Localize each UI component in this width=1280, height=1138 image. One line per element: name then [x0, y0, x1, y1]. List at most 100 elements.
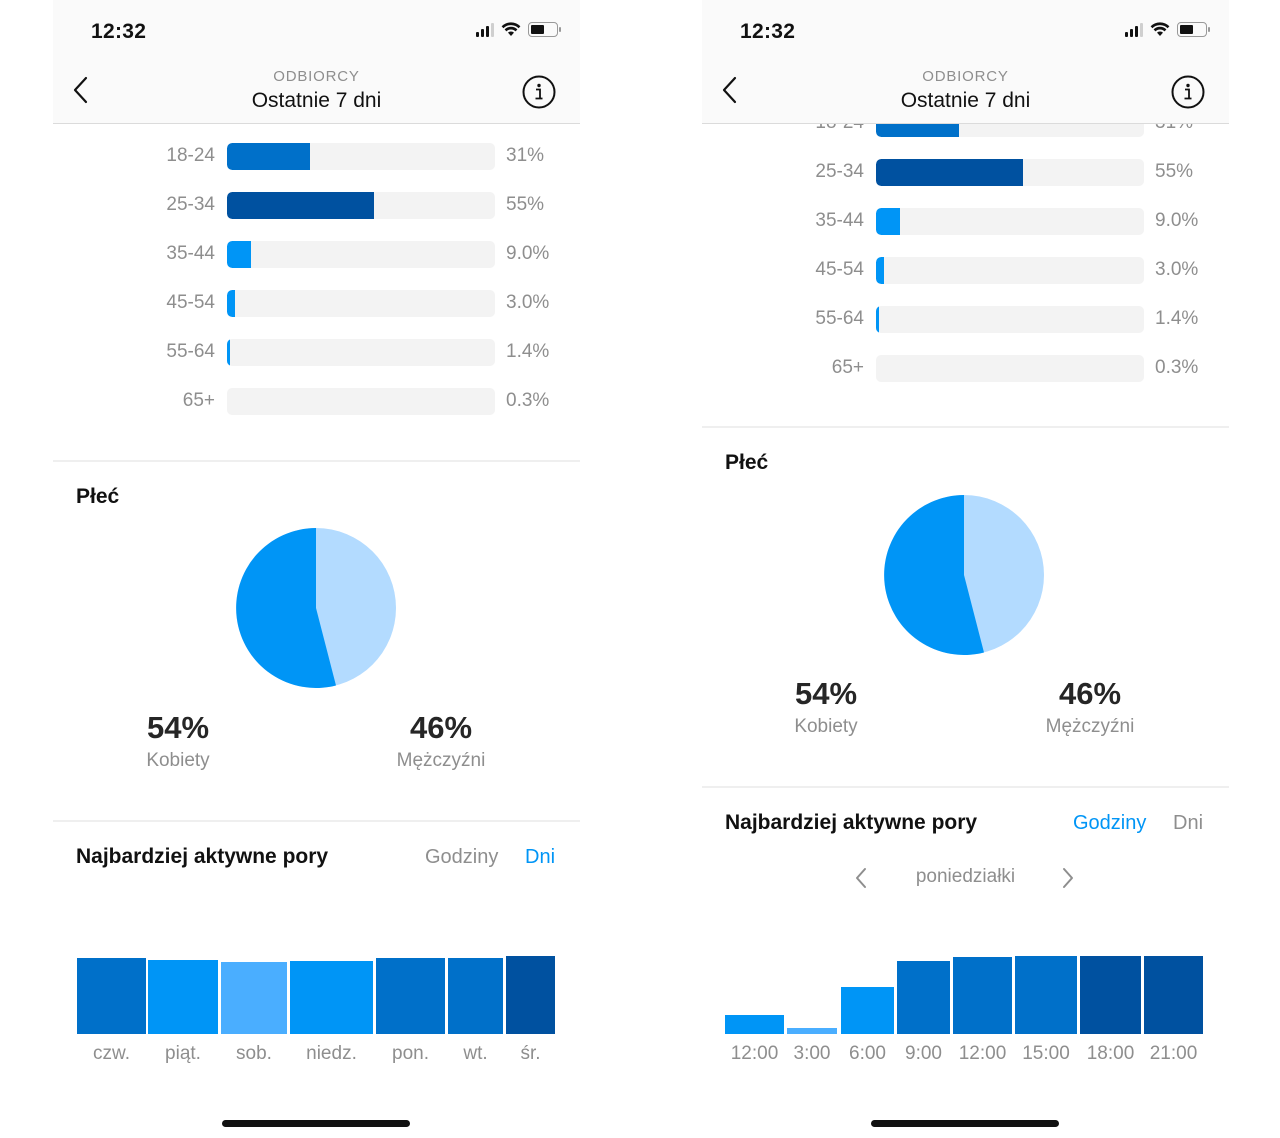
bar-label: piąt. — [165, 1043, 201, 1064]
chart-bar — [77, 958, 146, 1034]
chart-bar — [1080, 956, 1141, 1034]
chart-bar — [506, 956, 555, 1034]
bar-label: 12:00 — [730, 1043, 779, 1064]
age-bar-track — [227, 241, 495, 268]
men-label: Mężczyźni — [396, 750, 486, 771]
age-percent: 55% — [506, 194, 545, 215]
bar-label: niedz. — [306, 1043, 357, 1064]
gender-pie-chart — [884, 495, 1044, 655]
wifi-icon — [501, 22, 521, 36]
chart-bar — [841, 987, 894, 1034]
chevron-left-icon[interactable] — [852, 865, 870, 891]
age-label: 45-54 — [815, 259, 864, 280]
bar-label: 12:00 — [958, 1043, 1007, 1064]
tab-hours[interactable]: Godziny — [425, 846, 499, 868]
age-row: 25-34 55% — [53, 192, 580, 220]
bar-label: czw. — [93, 1043, 130, 1064]
age-bar-track — [227, 339, 495, 366]
men-percent: 46% — [1058, 676, 1122, 711]
age-row: 65+ 0.3% — [53, 388, 580, 416]
chart-bar — [1144, 956, 1203, 1034]
chevron-right-icon[interactable] — [1059, 865, 1077, 891]
women-label: Kobiety — [146, 750, 210, 771]
bar-label: śr. — [520, 1043, 541, 1064]
section-divider — [53, 820, 580, 822]
chart-bar — [376, 958, 445, 1034]
age-percent: 3.0% — [506, 292, 550, 313]
header-subtitle: ODBIORCY — [922, 68, 1009, 85]
age-label: 45-54 — [166, 292, 215, 313]
status-icons — [1125, 22, 1210, 37]
age-row: 55-64 1.4% — [702, 306, 1229, 334]
age-row: 35-44 9.0% — [702, 208, 1229, 236]
women-label: Kobiety — [794, 716, 858, 737]
wifi-icon — [1150, 22, 1170, 36]
phone-screen-days: 12:32 ODBIORCY Ostatnie 7 dni 18-24 31% … — [53, 0, 580, 1138]
chart-bar — [953, 957, 1012, 1034]
info-icon[interactable] — [522, 75, 556, 109]
back-chevron-icon[interactable] — [718, 74, 742, 106]
men-label: Mężczyźni — [1045, 716, 1135, 737]
age-percent: 0.3% — [1155, 357, 1199, 378]
gender-title: Płeć — [76, 485, 120, 508]
age-row: 45-54 3.0% — [53, 290, 580, 318]
age-percent: 1.4% — [1155, 308, 1199, 329]
age-label: 25-34 — [815, 161, 864, 182]
top-bar: 12:32 ODBIORCY Ostatnie 7 dni — [53, 0, 580, 124]
age-bar-fill — [227, 192, 375, 219]
age-bar-track — [227, 290, 495, 317]
age-label: 18-24 — [166, 145, 215, 166]
phone-screen-hours: 18-24 31% 25-34 55% 35-44 9.0% 45-54 3.0… — [702, 0, 1229, 1138]
battery-icon — [1177, 22, 1210, 37]
chart-bar — [148, 960, 218, 1034]
bar-label: 15:00 — [1022, 1043, 1070, 1064]
chart-bar — [221, 962, 287, 1034]
bar-label: wt. — [463, 1043, 488, 1064]
tab-days[interactable]: Dni — [525, 846, 556, 868]
age-percent: 3.0% — [1155, 259, 1199, 280]
info-icon[interactable] — [1171, 75, 1205, 109]
home-indicator[interactable] — [871, 1120, 1059, 1127]
cellular-signal-icon — [1125, 22, 1143, 37]
age-label: 35-44 — [166, 243, 215, 264]
status-time: 12:32 — [740, 20, 796, 43]
age-bar-track — [876, 257, 1144, 284]
tab-hours[interactable]: Godziny — [1073, 812, 1147, 834]
chart-bar — [448, 958, 503, 1034]
back-chevron-icon[interactable] — [69, 74, 93, 106]
age-label: 25-34 — [166, 194, 215, 215]
age-bar-track — [876, 208, 1144, 235]
gender-title: Płeć — [725, 451, 769, 474]
header-title: Ostatnie 7 dni — [900, 89, 1031, 112]
age-bar-track — [227, 143, 495, 170]
age-bar-fill — [227, 241, 252, 268]
age-row: 25-34 55% — [702, 159, 1229, 187]
bar-label: 9:00 — [905, 1043, 942, 1064]
age-label: 55-64 — [815, 308, 864, 329]
age-bar-track — [876, 355, 1144, 382]
header-title: Ostatnie 7 dni — [251, 89, 382, 112]
age-label: 65+ — [831, 357, 864, 378]
age-bar-fill — [876, 159, 1024, 186]
age-bar-fill — [876, 306, 879, 333]
age-row: 35-44 9.0% — [53, 241, 580, 269]
age-percent: 0.3% — [506, 390, 550, 411]
women-percent: 54% — [794, 676, 858, 711]
selected-day-label: poniedziałki — [915, 866, 1016, 887]
chart-bar — [1015, 956, 1077, 1034]
women-percent: 54% — [146, 710, 210, 745]
active-times-title: Najbardziej aktywne pory — [725, 811, 978, 834]
men-percent: 46% — [409, 710, 473, 745]
chart-bar — [787, 1028, 837, 1034]
age-bar-track — [876, 159, 1144, 186]
status-time: 12:32 — [91, 20, 147, 43]
age-percent: 9.0% — [506, 243, 550, 264]
home-indicator[interactable] — [222, 1120, 410, 1127]
bar-label: 3:00 — [793, 1043, 831, 1064]
age-label: 65+ — [182, 390, 215, 411]
tab-days[interactable]: Dni — [1173, 812, 1204, 834]
age-bar-track — [227, 192, 495, 219]
section-divider — [702, 426, 1229, 428]
chart-bar — [290, 961, 373, 1034]
bar-label: 21:00 — [1149, 1043, 1198, 1064]
